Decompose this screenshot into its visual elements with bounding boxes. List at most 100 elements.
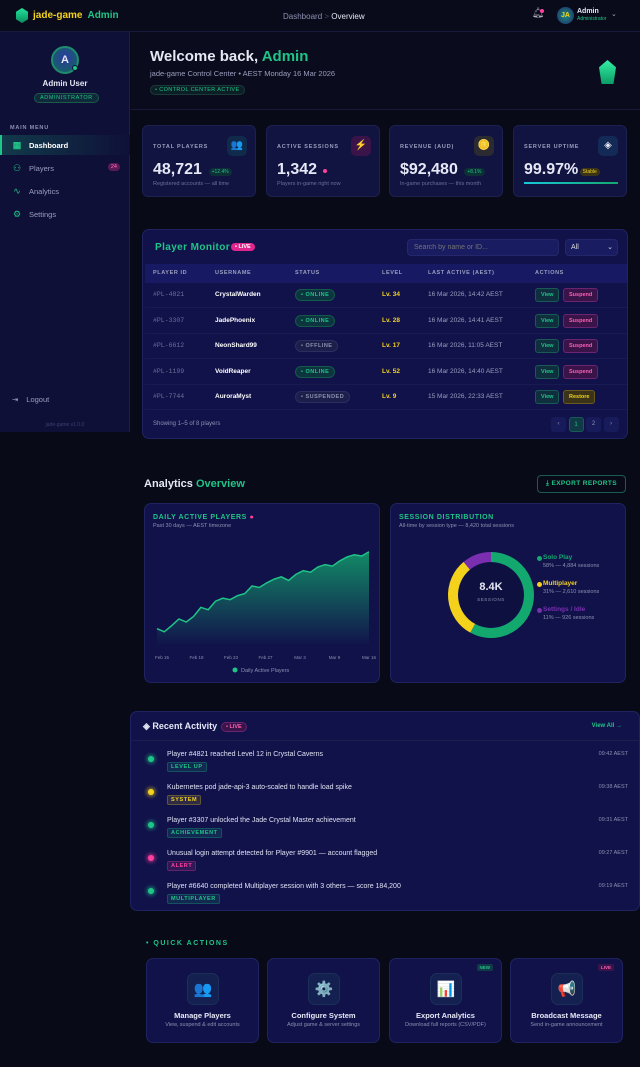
activity-item: Player #4821 reached Level 12 in Crystal… [131,748,640,781]
chevron-down-icon: ⌄ [607,244,613,251]
suspend-button[interactable]: Suspend [563,313,599,328]
sidebar-item-players[interactable]: ⚇ Players 24 [0,158,130,178]
username: NeonShard99 [215,342,257,349]
stat-value: $92,480 [400,161,458,178]
live-badge: • LIVE [221,722,247,732]
logout-label: Logout [26,395,50,404]
table-row: #PL-4821 CrystalWarden • ONLINE Lv. 34 16 Ma… [145,283,627,308]
chart-subtitle: All-time by session type — 8,420 total s… [399,523,514,529]
role-badge: ADMINISTRATOR [34,93,99,103]
next-page-button[interactable]: › [603,417,619,432]
gem-icon [16,8,28,23]
filter-value: All [571,244,579,251]
activity-title: Recent Activity [152,721,218,731]
status-filter-select[interactable]: All ⌄ [565,239,618,256]
donut-center-label: SESSIONS [477,597,505,602]
uptime-progress-track [524,182,618,184]
prev-page-button[interactable]: ‹ [551,417,566,432]
activity-tag: LEVEL UP [167,762,207,772]
dot [148,822,154,828]
stat-value: 99.97% [524,161,579,178]
stat-label: REVENUE (AUD) [400,144,455,150]
quick-action-subtitle: Send in-game announcement [530,1022,603,1028]
sparkle-icon: ◈ [143,721,153,731]
page-1-button[interactable]: 1 [568,417,584,432]
sidebar-item-label: Players [29,163,55,173]
suspend-button[interactable]: Suspend [563,339,599,353]
legend-swatch [232,667,238,673]
user-avatar[interactable]: JA [557,7,574,24]
activity-text: Kubernetes pod jade-api-3 auto-scaled to… [167,784,352,791]
view-button[interactable]: View [535,364,560,379]
stat-value: 1,342 [277,161,318,178]
stat-card: SERVER UPTIME ◈ 99.97% Stable [513,125,627,197]
activity-tag: SYSTEM [167,795,202,805]
stat-label: ACTIVE SESSIONS [277,144,339,150]
logout-button[interactable]: ⇥ Logout [12,395,49,404]
quick-action-icon: 📊 [430,973,462,1005]
player-id: #PL-7744 [153,393,185,400]
stat-label: TOTAL PLAYERS [153,144,209,150]
live-dot-icon: ● [249,514,255,521]
line-chart-svg: Feb 15 Feb 19 Feb 23 Feb 27 Mar 3 Mar 9 Mar 16… [155,551,376,674]
view-button[interactable]: View [535,339,560,353]
online-indicator [72,65,78,71]
view-button[interactable]: View [535,390,560,404]
quick-action-broadcast-message[interactable]: 📢 Broadcast Message Send in-game announcem… [510,958,623,1043]
quick-action-subtitle: Adjust game & server settings [286,1022,361,1028]
quick-action-title: Configure System [291,1011,356,1020]
sidebar-item-analytics[interactable]: ∿ Analytics [0,181,130,201]
page-2-button[interactable]: 2 [586,417,601,432]
sidebar-item-label: Settings [29,209,57,219]
chevron-down-icon[interactable]: ⌄ [611,11,617,18]
sidebar-item-label: Dashboard [29,140,69,150]
view-button[interactable]: View [535,288,560,302]
brand-logo[interactable]: jade-game Admin [16,8,119,23]
activity-item: Player #3307 unlocked the Jade Crystal M… [131,814,640,847]
profile-avatar: A [51,46,79,74]
series-line-daily-active-players [156,551,370,633]
player-monitor-title: Player Monitor [155,242,231,253]
table-row: #PL-7744 AuroraMyst • SUSPENDED Lv. 9 15 Mar… [145,385,627,410]
status-badge: • ONLINE [295,289,336,301]
hero-subtitle: jade-game Control Center • AEST Monday 1… [150,69,336,78]
notifications-bell-icon[interactable]: 🔔︎ [531,8,545,19]
x-tick-label: Feb 27 [258,655,273,660]
suspend-button[interactable]: Suspend [563,288,599,302]
sidebar-item-settings[interactable]: ⚙ Settings [0,204,130,224]
export-reports-button[interactable]: ⤓ EXPORT REPORTS [537,475,626,493]
user-name[interactable]: Admin [577,8,599,15]
table-header: PLAYER ID USERNAME STATUS LEVEL LAST ACTIVE … [145,264,627,283]
brand-name: jade-game [33,10,83,21]
player-level: Lv. 17 [382,342,400,349]
chart-subtitle: Past 30 days — AEST timezone [153,523,232,529]
quick-action-subtitle: View, suspend & edit accounts [165,1022,240,1028]
table-row: #PL-1199 VoidReaper • ONLINE Lv. 52 16 Mar 2… [145,360,627,385]
jade-gem-icon [599,60,616,84]
column-header: PLAYER ID [153,270,188,276]
top-bar [0,0,640,32]
change-badge: Stable [579,168,600,176]
view-all-link[interactable]: View All → [591,723,622,729]
player-level: Lv. 52 [382,367,400,375]
live-badge: • LIVE [231,243,255,251]
quick-action-manage-players[interactable]: 👥 Manage Players View, suspend & edit acco… [146,958,259,1043]
legend-detail: 11% — 926 sessions [543,615,595,621]
quick-action-configure-system[interactable]: ⚙️ Configure System Adjust game & server s… [267,958,380,1043]
player-search-input[interactable] [407,239,559,256]
donut-center-value: 8.4K [479,581,503,593]
uptime-progress-fill [524,182,618,184]
area-fill [157,551,369,644]
quick-action-export-analytics[interactable]: 📊 Export Analytics Download full reports (… [389,958,502,1043]
quick-action-title: Manage Players [174,1011,231,1020]
stat-icon: ⚡ [351,136,371,156]
chart-title: SESSION DISTRIBUTION [399,514,494,521]
breadcrumb-dashboard[interactable]: Dashboard [283,12,323,21]
view-button[interactable]: View [535,313,560,328]
status-dot-icon [143,883,159,899]
restore-button[interactable]: Restore [563,390,596,404]
sidebar-item-dashboard[interactable]: ▦ Dashboard [0,135,130,155]
last-active: 16 Mar 2026, 14:42 AEST [428,291,503,298]
suspend-button[interactable]: Suspend [563,364,599,379]
quick-action-icon: 📢 [551,973,583,1005]
